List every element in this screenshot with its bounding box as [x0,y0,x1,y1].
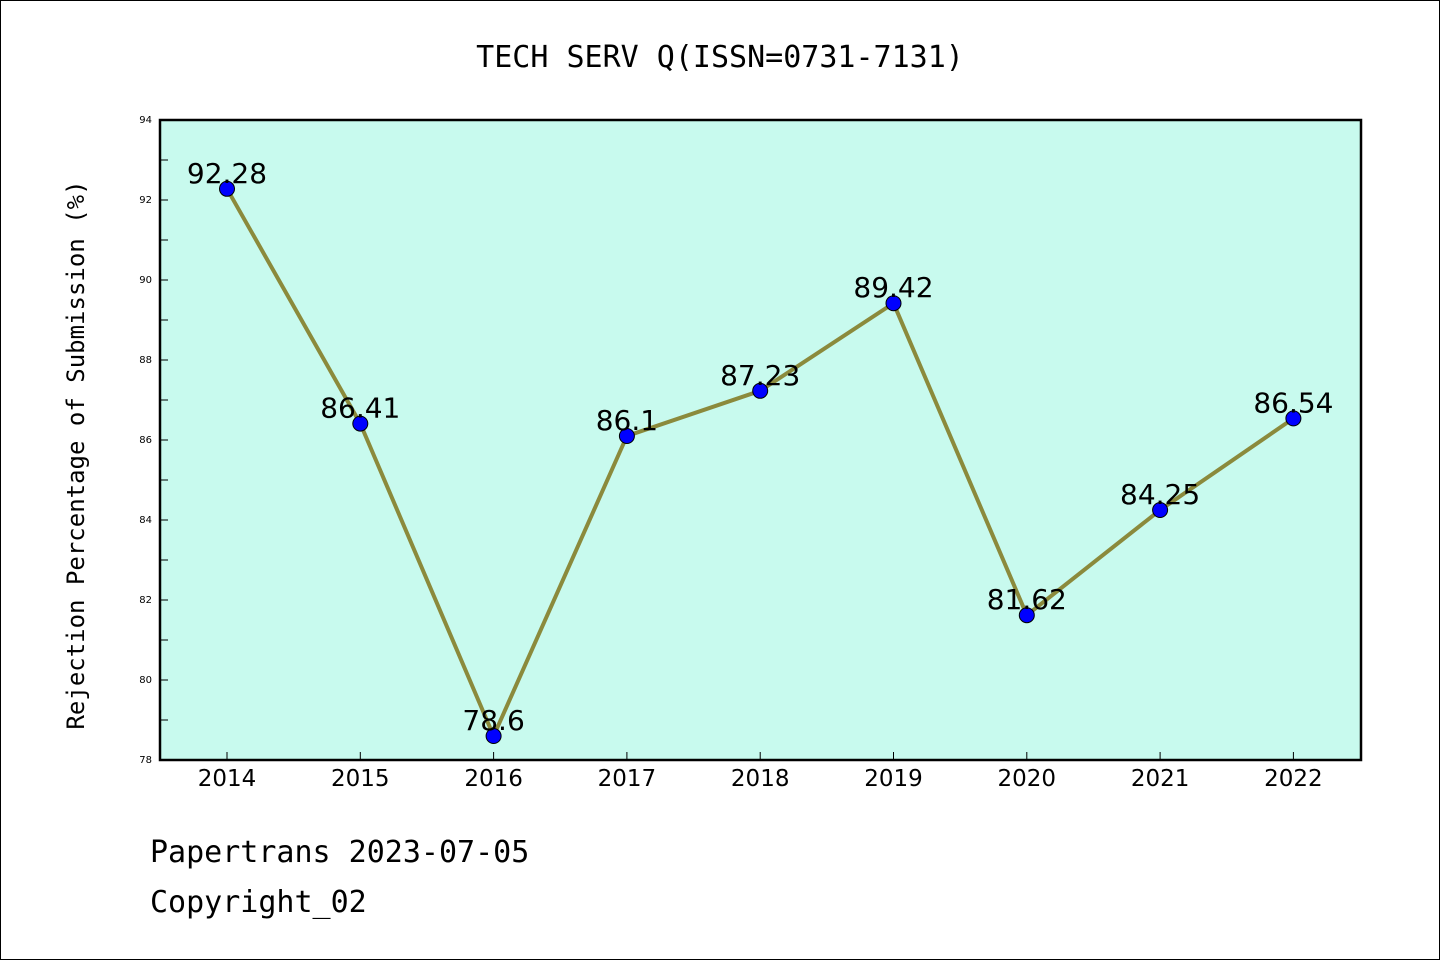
data-label: 84.25 [1120,478,1200,511]
y-tick-label: 82 [139,595,152,606]
y-tick-label: 88 [139,355,152,366]
data-label: 87.23 [720,359,800,392]
data-label: 78.6 [462,704,524,737]
chart-title: TECH SERV Q(ISSN=0731-7131) [476,40,964,75]
y-tick-label: 92 [139,195,152,206]
x-tick-label: 2016 [464,766,523,792]
data-label: 86.54 [1253,386,1333,419]
footer-copyright: Copyright_02 [150,885,367,920]
data-label: 92.28 [187,157,267,190]
x-tick-label: 2021 [1131,766,1190,792]
data-point [752,382,769,399]
plot-border [158,118,1363,762]
data-point [1152,502,1169,518]
x-axis-ticks: 2014 2015 2016 2017 2018 2019 2020 2021 2022 [198,752,1323,792]
data-point [1285,410,1302,427]
data-point [219,180,235,197]
data-label: 89.42 [853,271,933,304]
data-markers [219,180,1302,744]
x-tick-label: 2020 [998,766,1057,792]
data-label: 81.62 [987,583,1067,616]
y-tick-label: 78 [139,755,152,766]
x-tick-label: 2014 [198,766,257,792]
y-tick-label: 86 [139,435,152,446]
y-tick-label: 80 [139,675,152,686]
data-point [485,728,502,744]
data-point [352,415,369,432]
y-tick-label: 94 [139,115,152,126]
data-label: 86.41 [320,392,400,425]
data-point [885,295,902,312]
x-tick-label: 2017 [598,766,657,792]
footer-source: Papertrans 2023-07-05 [150,835,530,870]
x-tick-label: 2019 [864,766,923,792]
plot-area [160,120,1361,760]
x-tick-label: 2022 [1264,766,1323,792]
x-tick-label: 2015 [331,766,390,792]
y-tick-label: 90 [139,275,152,286]
data-point [1018,607,1035,624]
data-labels: 92.28 86.41 78.6 86.1 87.23 89.42 81.62 84.25 86… [187,157,1334,737]
y-axis-label: Rejection Percentage of Submission (%) [62,180,90,729]
data-label: 86.1 [596,404,658,437]
y-tick-label: 84 [139,515,152,526]
x-tick-label: 2018 [731,766,790,792]
data-point [618,428,635,444]
